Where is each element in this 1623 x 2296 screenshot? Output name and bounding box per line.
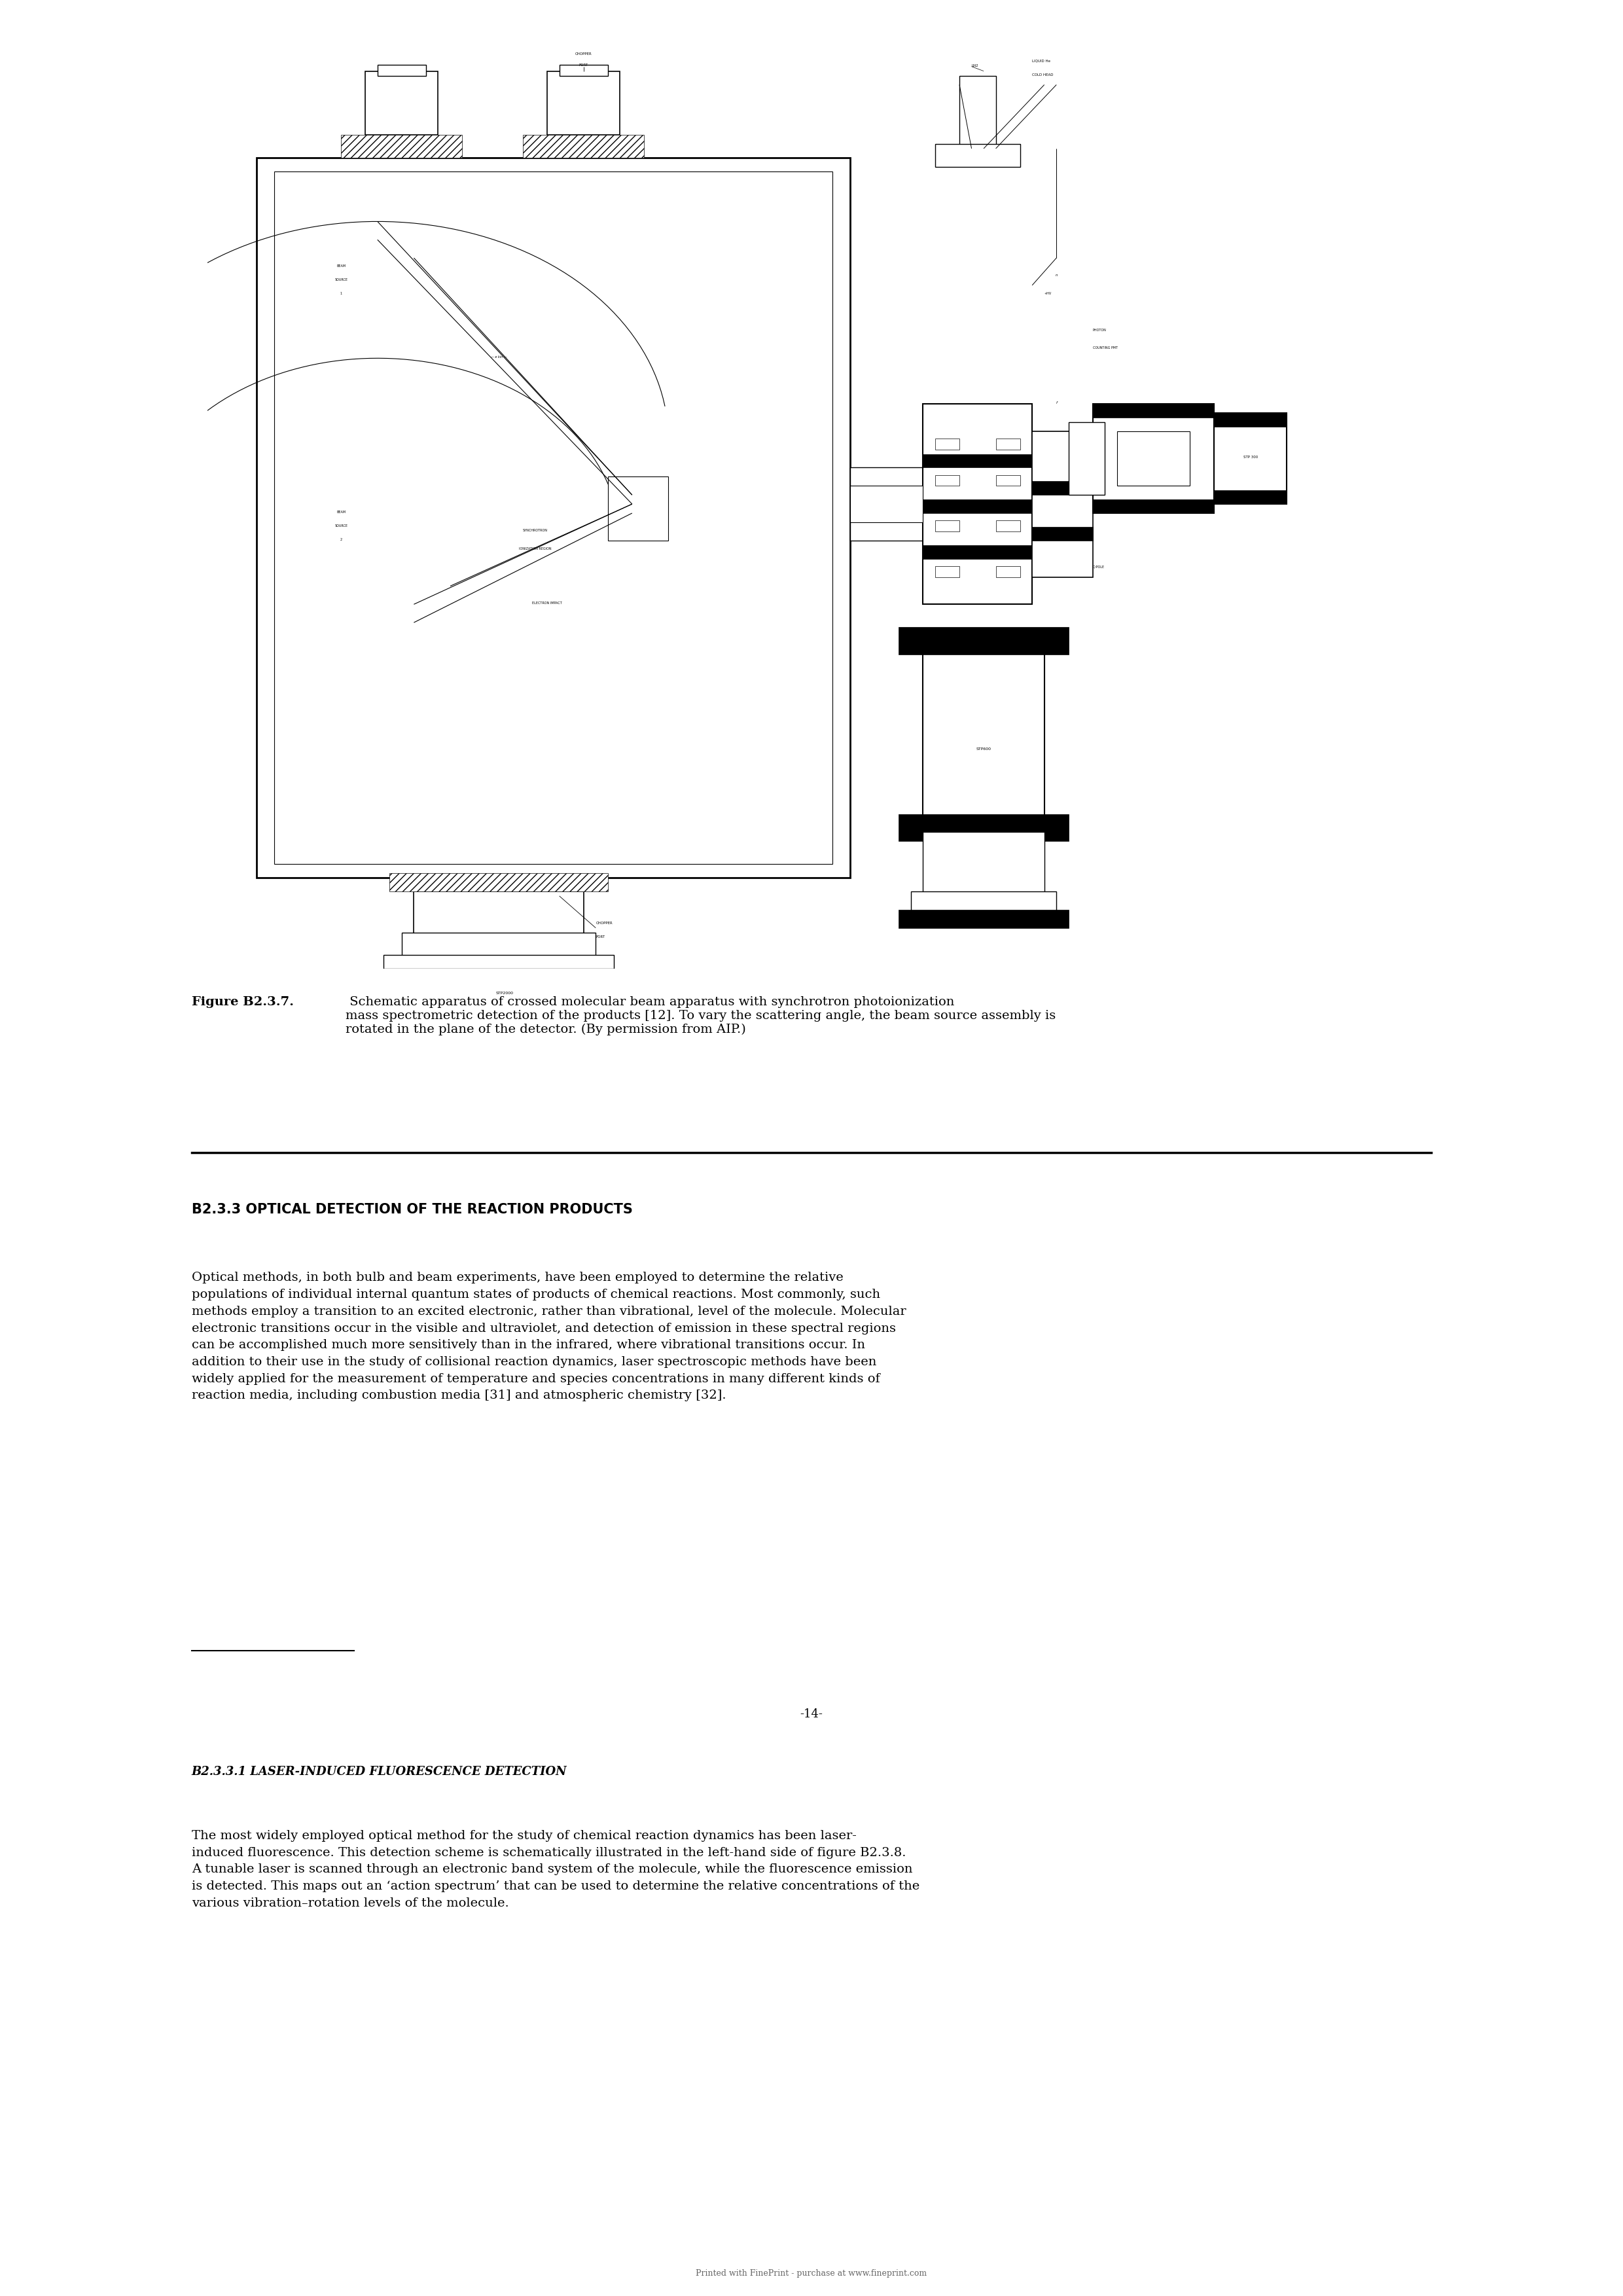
Text: ELECTRON IMPACT: ELECTRON IMPACT	[532, 602, 562, 604]
Bar	[390, 872, 609, 891]
Bar	[378, 64, 425, 76]
Text: n: n	[1055, 273, 1058, 278]
Bar	[935, 439, 959, 450]
Bar	[923, 831, 1044, 895]
Bar	[383, 955, 613, 969]
Text: SYNCHROTRON: SYNCHROTRON	[523, 528, 547, 533]
Bar	[414, 891, 584, 937]
Bar	[403, 932, 596, 960]
Bar	[341, 135, 463, 158]
Text: Figure B2.3.7.: Figure B2.3.7.	[192, 996, 294, 1008]
Bar	[609, 478, 669, 540]
Bar	[850, 468, 923, 540]
Bar	[256, 158, 850, 877]
Text: STP 300: STP 300	[1243, 457, 1258, 459]
Bar	[1068, 422, 1105, 496]
Bar	[923, 501, 1032, 514]
Text: Optical methods, in both bulb and beam experiments, have been employed to determ: Optical methods, in both bulb and beam e…	[192, 1272, 906, 1401]
Bar	[923, 404, 1032, 604]
Text: PHOTON: PHOTON	[1092, 328, 1107, 331]
Text: +HV: +HV	[1044, 292, 1052, 296]
Bar	[1032, 432, 1092, 576]
Bar	[997, 521, 1019, 530]
Text: — e kin —: — e kin —	[490, 356, 506, 358]
Bar	[935, 567, 959, 576]
Bar	[850, 487, 923, 521]
Text: COUNTING PMT: COUNTING PMT	[1092, 347, 1118, 349]
Polygon shape	[305, 195, 450, 441]
Text: The most widely employed optical method for the study of chemical reaction dynam: The most widely employed optical method …	[192, 1830, 919, 1908]
Text: B2.3.3.1 LASER-INDUCED FLUORESCENCE DETECTION: B2.3.3.1 LASER-INDUCED FLUORESCENCE DETE…	[192, 1766, 566, 1777]
Bar	[935, 145, 1019, 168]
Text: CHOPPER: CHOPPER	[575, 53, 592, 55]
Bar	[899, 815, 1068, 840]
Text: LIQUID He: LIQUID He	[1032, 60, 1050, 62]
Bar	[899, 909, 1068, 928]
Text: BEAM: BEAM	[336, 510, 346, 514]
Bar	[935, 521, 959, 530]
Bar	[997, 475, 1019, 487]
Bar	[1117, 432, 1190, 487]
Bar	[1032, 482, 1092, 496]
Text: SOURCE: SOURCE	[334, 523, 347, 528]
Bar	[997, 567, 1019, 576]
Text: PORT: PORT	[596, 934, 605, 939]
Bar	[547, 71, 620, 135]
Text: PORT: PORT	[579, 64, 588, 67]
Bar	[959, 76, 997, 149]
Bar	[899, 627, 1068, 654]
Text: B2.3.3 OPTICAL DETECTION OF THE REACTION PRODUCTS: B2.3.3 OPTICAL DETECTION OF THE REACTION…	[192, 1203, 633, 1217]
Polygon shape	[305, 441, 450, 641]
Bar	[560, 64, 609, 76]
Bar	[365, 71, 438, 135]
Bar	[935, 475, 959, 487]
Text: 1: 1	[341, 292, 342, 296]
Bar	[523, 135, 644, 158]
Text: Printed with FinePrint - purchase at www.fineprint.com: Printed with FinePrint - purchase at www…	[696, 2268, 927, 2278]
Bar	[923, 641, 1044, 822]
Text: STP600: STP600	[975, 748, 992, 751]
Bar	[1032, 526, 1092, 540]
Bar	[1214, 413, 1287, 427]
Bar	[1214, 491, 1287, 505]
Bar	[274, 172, 833, 863]
Text: 2: 2	[341, 537, 342, 542]
Bar	[923, 544, 1032, 558]
Bar	[923, 455, 1032, 468]
Bar	[1092, 501, 1214, 514]
Text: CHOPPER: CHOPPER	[596, 921, 612, 925]
Bar	[1092, 404, 1214, 514]
Text: -14-: -14-	[800, 1708, 823, 1720]
Text: BEAM: BEAM	[336, 264, 346, 269]
Text: IONIZATION REGION: IONIZATION REGION	[519, 546, 552, 551]
Text: STP2000: STP2000	[497, 992, 513, 994]
Bar	[997, 439, 1019, 450]
Text: COLD HEAD: COLD HEAD	[1032, 73, 1053, 76]
Text: LN2: LN2	[972, 64, 979, 67]
Text: SOURCE: SOURCE	[334, 278, 347, 282]
Text: Schematic apparatus of crossed molecular beam apparatus with synchrotron photoio: Schematic apparatus of crossed molecular…	[346, 996, 1057, 1035]
Bar	[1214, 413, 1287, 505]
Bar	[1092, 404, 1214, 418]
Bar	[911, 891, 1057, 914]
Text: Q-POLE: Q-POLE	[1092, 565, 1105, 569]
